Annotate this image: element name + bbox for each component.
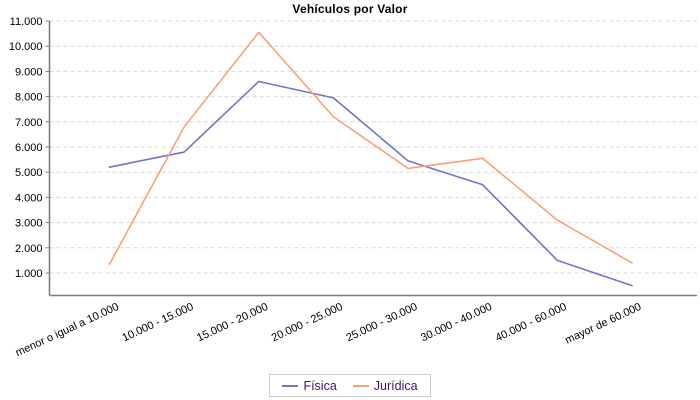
y-tick-label: 5.000 [15,167,43,179]
series-line-juridica [108,31,633,265]
legend-line-swatch-fisica [282,384,299,387]
y-tick-label: 8.000 [15,92,43,104]
x-category-label: 25.000 - 30.000 [344,301,419,344]
series-line-fisica [108,80,633,287]
y-tick-label: 10.000 [9,41,43,53]
y-tick-label: 9.000 [15,66,43,78]
x-category-label: 10.000 - 15.000 [120,301,195,344]
y-tick-label: 4.000 [15,192,43,204]
x-category-label: 20.000 - 25.000 [270,301,345,344]
chart-title: Vehículos por Valor [292,2,408,16]
legend-label-juridica: Jurídica [373,378,418,393]
x-category-label: mayor de 60.000 [563,301,643,347]
y-tick-label: 6.000 [15,142,43,154]
y-tick-label: 3.000 [15,218,43,230]
y-tick-label: 2.000 [15,243,43,255]
legend-box: Física Jurídica [269,374,431,397]
x-category-label: 30.000 - 40.000 [419,301,494,344]
legend-item-fisica: Física [282,378,337,393]
x-category-label: 40.000 - 60.000 [494,301,569,344]
legend-line-swatch-juridica [352,384,369,387]
x-category-label: 15.000 - 20.000 [195,301,270,344]
x-category-label: menor o igual a 10.000 [14,301,121,359]
y-tick-label: 1.000 [15,268,43,280]
legend: Física Jurídica [0,374,700,397]
y-tick-label: 11.000 [10,16,43,28]
y-tick-label: 7.000 [15,117,43,129]
legend-label-fisica: Física [303,378,337,393]
legend-item-juridica: Jurídica [352,378,418,393]
